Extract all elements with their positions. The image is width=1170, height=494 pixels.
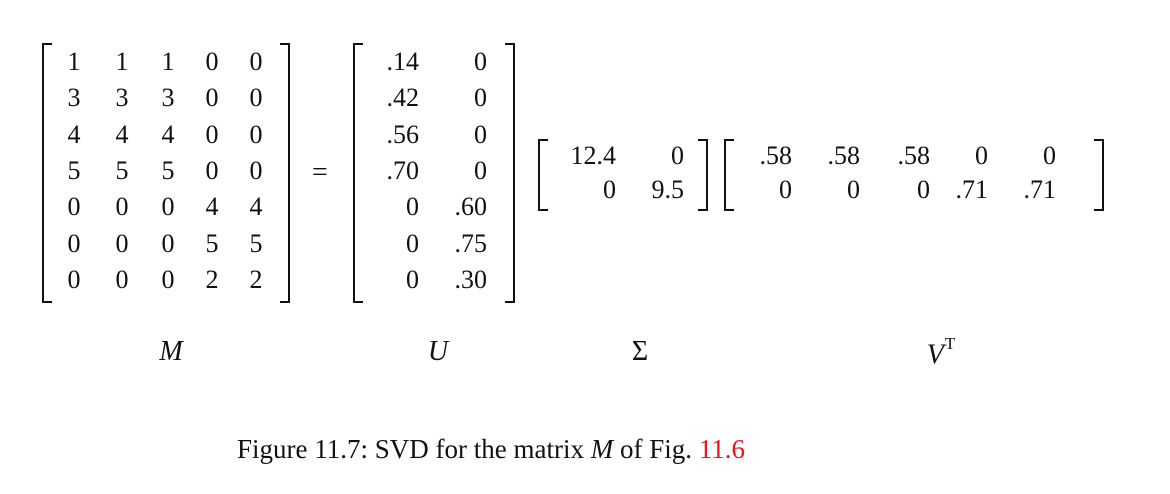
matrix-cell: 4 xyxy=(205,192,219,222)
matrix-cell: 3 xyxy=(67,83,81,113)
matrix-cell: .70 xyxy=(386,155,420,185)
matrix-cell: 0 xyxy=(474,47,487,76)
matrix-cell: 0 xyxy=(249,83,263,113)
matrix-cell: 0 xyxy=(161,264,175,294)
matrix-cell: 0 xyxy=(67,192,81,222)
matrix-u: .14 0 .42 0 .56 0 .70 0 0 .60 0 .75 0 .30 xyxy=(353,43,515,303)
matrix-cell: 5 xyxy=(115,155,129,185)
matrix-cell: 5 xyxy=(249,228,263,258)
matrix-cell: 0 xyxy=(67,228,81,258)
matrix-vt-right-bracket xyxy=(1094,139,1104,211)
matrix-cell: .71 xyxy=(955,175,989,204)
matrix-cell: 5 xyxy=(67,155,81,185)
matrix-cell: 0 xyxy=(115,228,129,258)
matrix-cell: 3 xyxy=(115,83,129,113)
matrix-cell: 0 xyxy=(671,141,684,170)
matrix-sigma: 12.4 0 0 9.5 xyxy=(538,139,708,211)
label-vt-superscript: T xyxy=(944,334,956,353)
matrix-vt: .58 .58 .58 0 0 0 0 0 .71 .71 xyxy=(724,139,1104,211)
caption-math: M xyxy=(590,434,614,464)
matrix-cell: 0 xyxy=(474,83,487,113)
matrix-u-left-bracket xyxy=(353,43,363,303)
matrix-cell: 0 xyxy=(406,228,419,258)
matrix-cell: 5 xyxy=(205,228,219,258)
matrix-cell: 4 xyxy=(161,119,175,149)
matrix-cell: 12.4 xyxy=(570,141,617,170)
equals-sign: = xyxy=(312,157,328,188)
matrix-cell: .30 xyxy=(454,264,488,294)
matrix-m-right-bracket xyxy=(280,43,290,303)
caption-prefix: Figure 11.7: SVD for the matrix xyxy=(237,434,591,464)
matrix-cell: 0 xyxy=(161,192,175,222)
matrix-cell: 0 xyxy=(115,264,129,294)
matrix-cell: 0 xyxy=(205,155,219,185)
matrix-cell: .75 xyxy=(454,228,488,258)
matrix-cell: 9.5 xyxy=(651,175,685,204)
matrix-cell: .71 xyxy=(1023,175,1057,204)
matrix-cell: 0 xyxy=(474,155,487,185)
matrix-cell: 1 xyxy=(115,47,129,76)
matrix-cell: 0 xyxy=(249,119,263,149)
label-vt-base: V xyxy=(926,339,944,371)
matrix-cell: 4 xyxy=(115,119,129,149)
matrix-cell: .58 xyxy=(827,141,861,170)
matrix-cell: 2 xyxy=(205,264,219,294)
matrix-cell: 5 xyxy=(161,155,175,185)
matrix-cell: 0 xyxy=(406,264,419,294)
matrix-cell: 0 xyxy=(779,175,792,204)
matrix-sigma-right-bracket xyxy=(698,139,708,211)
matrix-cell: 0 xyxy=(115,192,129,222)
matrix-cell: 0 xyxy=(205,83,219,113)
matrix-cell: 0 xyxy=(249,47,263,76)
matrix-cell: 4 xyxy=(249,192,263,222)
figure-caption: Figure 11.7: SVD for the matrix M of Fig… xyxy=(237,433,745,465)
matrix-cell: 0 xyxy=(1043,141,1056,170)
matrix-cell: 0 xyxy=(917,175,930,204)
matrix-cell: 0 xyxy=(205,47,219,76)
matrix-cell: .14 xyxy=(386,47,420,76)
matrix-cell: 0 xyxy=(205,119,219,149)
matrix-sigma-left-bracket xyxy=(538,139,548,211)
matrix-cell: 0 xyxy=(161,228,175,258)
matrix-cell: 0 xyxy=(67,264,81,294)
matrix-m-left-bracket xyxy=(42,43,52,303)
label-u: U xyxy=(427,336,449,367)
matrix-u-right-bracket xyxy=(505,43,515,303)
matrix-cell: .42 xyxy=(386,83,420,113)
matrix-cell: .58 xyxy=(897,141,931,170)
matrix-cell: 0 xyxy=(406,192,419,222)
matrix-cell: .58 xyxy=(759,141,793,170)
matrix-cell: 0 xyxy=(249,155,263,185)
label-vt: VT xyxy=(927,332,956,371)
matrix-cell: 3 xyxy=(161,83,175,113)
caption-figure-ref-link[interactable]: 11.6 xyxy=(698,434,745,464)
matrix-cell: 0 xyxy=(847,175,860,204)
matrix-cell: 0 xyxy=(975,141,988,170)
matrix-cell: 0 xyxy=(603,175,616,204)
caption-middle: of Fig. xyxy=(613,434,699,464)
label-sigma: Σ xyxy=(631,336,649,367)
matrix-cell: 0 xyxy=(474,119,487,149)
matrix-cell: .56 xyxy=(386,119,420,149)
matrix-cell: 4 xyxy=(67,119,81,149)
matrix-cell: 2 xyxy=(249,264,263,294)
matrix-cell: .60 xyxy=(454,192,488,222)
matrix-cell: 1 xyxy=(161,47,175,76)
matrix-vt-left-bracket xyxy=(724,139,734,211)
matrix-cell: 1 xyxy=(67,47,81,76)
label-m: M xyxy=(159,336,183,367)
